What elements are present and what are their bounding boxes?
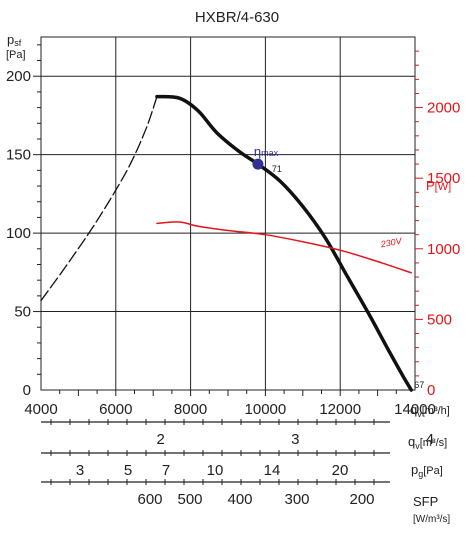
y-right-label-unit: [W] (435, 181, 452, 193)
eta-max-marker: ηmax 71 (252, 144, 282, 174)
y-right-tick-label: 2000 (427, 100, 460, 117)
y-left-label-main: p (7, 32, 14, 47)
dynamic-pressure-scale-label: pg[Pa] (411, 462, 443, 479)
y-left-axis-unit: [Pa] (6, 49, 26, 61)
sfp-scale: SFP [W/m³/s] 600 500 400 300 200 (41, 479, 450, 525)
scale-tick-label: 3 (291, 431, 299, 448)
plot-frame (40, 36, 416, 391)
scale-tick-label: 2 (157, 431, 165, 448)
x-tick-label: 10000 (245, 401, 287, 418)
scale-tick-label: 14 (264, 462, 281, 479)
pressure-dashed-curve (40, 95, 158, 302)
eta-max-label: ηmax (254, 144, 279, 159)
scale-tick-label: 20 (332, 462, 349, 479)
eta-symbol: η (254, 144, 261, 159)
dyn-pressure-sub: g (418, 469, 423, 479)
power-curve (156, 221, 413, 274)
dyn-pressure-main: p (411, 462, 418, 477)
y-left-tick-label: 50 (14, 304, 31, 321)
x-axis-label: qv[m³/h] (410, 402, 450, 419)
x-label-sub: v (417, 409, 422, 419)
scale-tick-label: 5 (124, 462, 132, 479)
y-right-tick-label: 1000 (427, 241, 460, 258)
series-layer (40, 94, 414, 392)
x-tick-label: 8000 (174, 401, 207, 418)
flow-m3s-sub: v (415, 441, 420, 451)
pressure-curve (155, 94, 414, 392)
y-left-label-sub: sf (14, 38, 22, 48)
x-tick-label: 14000 (394, 401, 436, 418)
y-right-label-main: P (426, 178, 435, 193)
flow-m3s-main: q (408, 434, 415, 449)
y-left-tick-label: 150 (6, 147, 31, 164)
scale-tick-label: 3 (76, 462, 84, 479)
flow-m3s-scale: qv[m³/s] 2 3 4 (41, 419, 447, 451)
curve-end-value: 67 (414, 380, 424, 390)
dynamic-pressure-scale: pg[Pa] 3 5 7 10 14 20 (41, 450, 443, 479)
y-left-axis-label: psf (7, 32, 22, 48)
y-left-tick-label: 0 (23, 382, 31, 399)
x-tick-label: 12000 (319, 401, 361, 418)
eta-subscript: max (261, 148, 279, 158)
scale-tick-label: 200 (349, 491, 374, 508)
sfp-scale-unit: [W/m³/s] (413, 514, 450, 525)
power-series-label: 230V (379, 236, 403, 250)
scale-tick-label: 600 (137, 491, 162, 508)
scale-tick-label: 500 (177, 491, 202, 508)
chart-title: HXBR/4-630 (195, 9, 279, 26)
x-label-main: q (410, 402, 417, 417)
grid-lines (33, 37, 423, 396)
y-right-tick-labels: 0 500 1000 1500 2000 (427, 100, 460, 399)
y-right-tick-label: 1500 (427, 170, 460, 187)
scale-tick-label: 300 (284, 491, 309, 508)
x-tick-label: 6000 (99, 401, 132, 418)
y-right-tick-label: 0 (427, 382, 435, 399)
plot-area (33, 36, 423, 396)
scale-tick-label: 400 (227, 491, 252, 508)
eta-max-value: 71 (272, 164, 282, 174)
dyn-pressure-unit: [Pa] (423, 465, 443, 477)
x-label-unit: [m³/h] (422, 405, 450, 417)
scale-tick-label: 7 (162, 462, 170, 479)
flow-m3s-unit: [m³/s] (420, 437, 448, 449)
secondary-scales: qv[m³/s] 2 3 4 pg[Pa] 3 5 7 10 14 20 SFP [W/m³/… (41, 419, 450, 525)
eta-max-point (252, 158, 264, 170)
sfp-scale-label: SFP (413, 494, 438, 509)
y-left-tick-labels: 0 50 100 150 200 (6, 68, 31, 399)
y-left-tick-label: 200 (6, 68, 31, 85)
x-tick-label: 4000 (24, 401, 57, 418)
y-right-tick-label: 500 (427, 311, 452, 328)
x-tick-labels: 4000 6000 8000 10000 12000 14000 (24, 401, 436, 418)
scale-tick-label: 4 (426, 431, 434, 448)
y-left-tick-label: 100 (6, 225, 31, 242)
y-right-axis-label: P[W] (426, 178, 451, 193)
flow-m3s-scale-label: qv[m³/s] (408, 434, 447, 451)
scale-tick-label: 10 (207, 462, 224, 479)
